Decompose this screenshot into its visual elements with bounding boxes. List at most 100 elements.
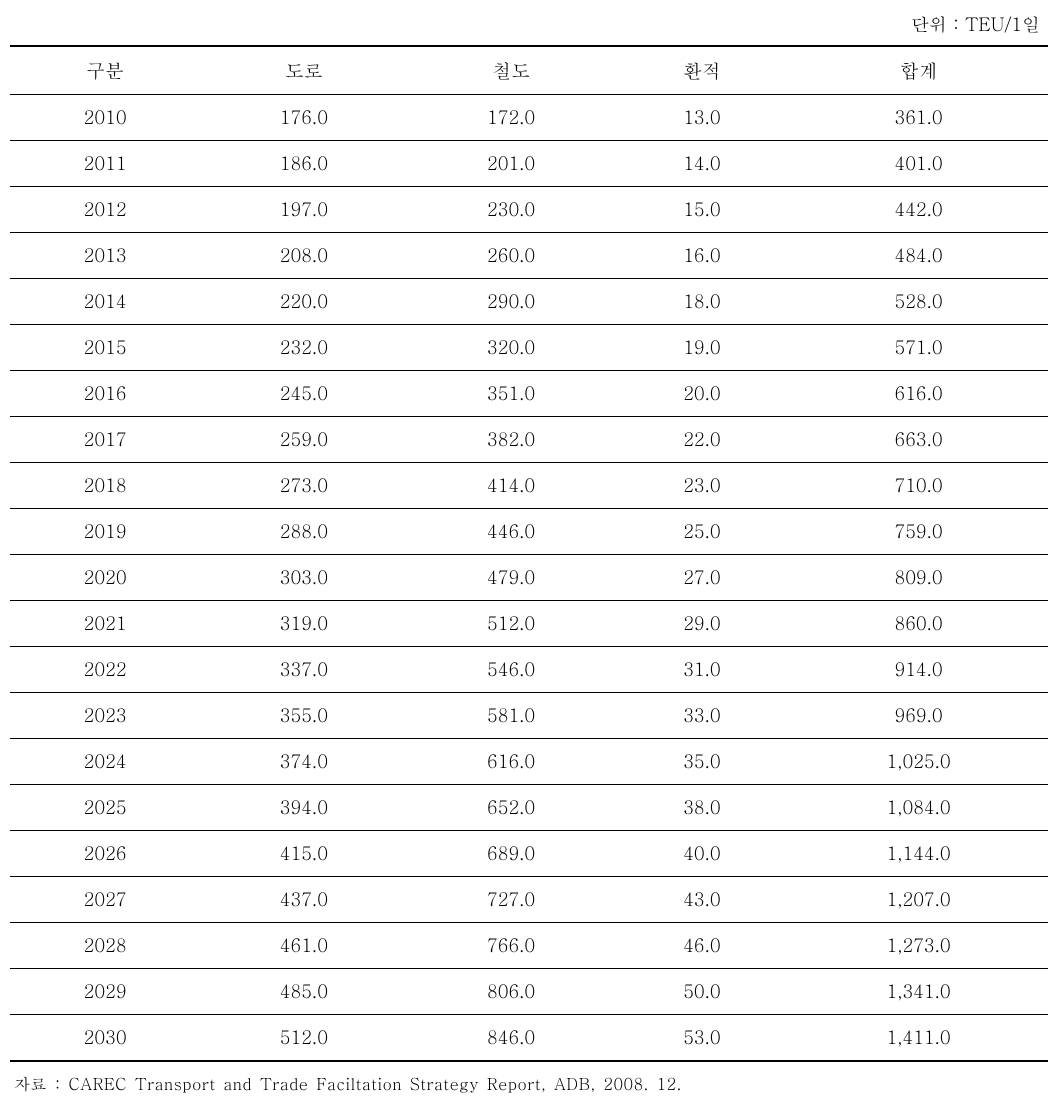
table-cell: 337.0 <box>200 647 407 693</box>
table-cell: 290.0 <box>407 279 614 325</box>
table-cell: 43.0 <box>615 877 789 923</box>
table-cell: 969.0 <box>789 693 1048 739</box>
table-cell: 394.0 <box>200 785 407 831</box>
table-cell: 809.0 <box>789 555 1048 601</box>
table-cell: 1,144.0 <box>789 831 1048 877</box>
table-cell: 176.0 <box>200 95 407 141</box>
col-header-category: 구분 <box>10 46 200 95</box>
table-cell: 1,207.0 <box>789 877 1048 923</box>
table-cell: 446.0 <box>407 509 614 555</box>
table-cell: 361.0 <box>789 95 1048 141</box>
table-cell: 20.0 <box>615 371 789 417</box>
table-cell: 2021 <box>10 601 200 647</box>
table-cell: 546.0 <box>407 647 614 693</box>
table-cell: 2016 <box>10 371 200 417</box>
table-row: 2028461.0766.046.01,273.0 <box>10 923 1048 969</box>
col-header-road: 도로 <box>200 46 407 95</box>
table-cell: 437.0 <box>200 877 407 923</box>
col-header-transship: 환적 <box>615 46 789 95</box>
table-row: 2026415.0689.040.01,144.0 <box>10 831 1048 877</box>
table-cell: 2010 <box>10 95 200 141</box>
table-row: 2012197.0230.015.0442.0 <box>10 187 1048 233</box>
table-cell: 197.0 <box>200 187 407 233</box>
table-cell: 571.0 <box>789 325 1048 371</box>
table-cell: 232.0 <box>200 325 407 371</box>
table-cell: 16.0 <box>615 233 789 279</box>
table-cell: 23.0 <box>615 463 789 509</box>
table-cell: 15.0 <box>615 187 789 233</box>
table-cell: 2017 <box>10 417 200 463</box>
table-row: 2023355.0581.033.0969.0 <box>10 693 1048 739</box>
table-cell: 303.0 <box>200 555 407 601</box>
table-cell: 442.0 <box>789 187 1048 233</box>
table-cell: 415.0 <box>200 831 407 877</box>
table-row: 2021319.0512.029.0860.0 <box>10 601 1048 647</box>
table-cell: 208.0 <box>200 233 407 279</box>
table-row: 2011186.0201.014.0401.0 <box>10 141 1048 187</box>
table-header: 구분 도로 철도 환적 합계 <box>10 46 1048 95</box>
table-cell: 401.0 <box>789 141 1048 187</box>
table-cell: 663.0 <box>789 417 1048 463</box>
table-cell: 1,411.0 <box>789 1015 1048 1062</box>
table-row: 2013208.0260.016.0484.0 <box>10 233 1048 279</box>
table-cell: 2024 <box>10 739 200 785</box>
table-cell: 172.0 <box>407 95 614 141</box>
table-cell: 319.0 <box>200 601 407 647</box>
table-cell: 914.0 <box>789 647 1048 693</box>
table-cell: 273.0 <box>200 463 407 509</box>
table-cell: 2019 <box>10 509 200 555</box>
table-cell: 14.0 <box>615 141 789 187</box>
table-row: 2019288.0446.025.0759.0 <box>10 509 1048 555</box>
table-cell: 2018 <box>10 463 200 509</box>
table-cell: 2013 <box>10 233 200 279</box>
table-cell: 2029 <box>10 969 200 1015</box>
table-cell: 485.0 <box>200 969 407 1015</box>
table-cell: 29.0 <box>615 601 789 647</box>
table-cell: 38.0 <box>615 785 789 831</box>
table-cell: 1,084.0 <box>789 785 1048 831</box>
table-cell: 53.0 <box>615 1015 789 1062</box>
table-cell: 759.0 <box>789 509 1048 555</box>
table-cell: 484.0 <box>789 233 1048 279</box>
table-cell: 374.0 <box>200 739 407 785</box>
table-cell: 2022 <box>10 647 200 693</box>
table-cell: 806.0 <box>407 969 614 1015</box>
table-cell: 220.0 <box>200 279 407 325</box>
table-row: 2017259.0382.022.0663.0 <box>10 417 1048 463</box>
table-cell: 40.0 <box>615 831 789 877</box>
table-cell: 846.0 <box>407 1015 614 1062</box>
table-cell: 414.0 <box>407 463 614 509</box>
table-cell: 259.0 <box>200 417 407 463</box>
table-row: 2016245.0351.020.0616.0 <box>10 371 1048 417</box>
table-row: 2029485.0806.050.01,341.0 <box>10 969 1048 1015</box>
table-row: 2018273.0414.023.0710.0 <box>10 463 1048 509</box>
table-cell: 2012 <box>10 187 200 233</box>
table-cell: 25.0 <box>615 509 789 555</box>
table-header-row: 구분 도로 철도 환적 합계 <box>10 46 1048 95</box>
table-cell: 2020 <box>10 555 200 601</box>
source-citation: 자료 : CAREC Transport and Trade Faciltati… <box>10 1072 1048 1095</box>
table-cell: 512.0 <box>407 601 614 647</box>
table-cell: 355.0 <box>200 693 407 739</box>
table-cell: 351.0 <box>407 371 614 417</box>
table-cell: 1,025.0 <box>789 739 1048 785</box>
table-cell: 1,341.0 <box>789 969 1048 1015</box>
table-row: 2024374.0616.035.01,025.0 <box>10 739 1048 785</box>
table-cell: 2015 <box>10 325 200 371</box>
table-row: 2022337.0546.031.0914.0 <box>10 647 1048 693</box>
table-cell: 288.0 <box>200 509 407 555</box>
table-cell: 727.0 <box>407 877 614 923</box>
table-cell: 27.0 <box>615 555 789 601</box>
table-cell: 766.0 <box>407 923 614 969</box>
table-row: 2015232.0320.019.0571.0 <box>10 325 1048 371</box>
table-cell: 652.0 <box>407 785 614 831</box>
table-cell: 50.0 <box>615 969 789 1015</box>
table-cell: 186.0 <box>200 141 407 187</box>
table-body: 2010176.0172.013.0361.02011186.0201.014.… <box>10 95 1048 1062</box>
table-cell: 260.0 <box>407 233 614 279</box>
data-table: 구분 도로 철도 환적 합계 2010176.0172.013.0361.020… <box>10 45 1048 1062</box>
table-cell: 2025 <box>10 785 200 831</box>
table-cell: 710.0 <box>789 463 1048 509</box>
table-cell: 201.0 <box>407 141 614 187</box>
table-cell: 22.0 <box>615 417 789 463</box>
